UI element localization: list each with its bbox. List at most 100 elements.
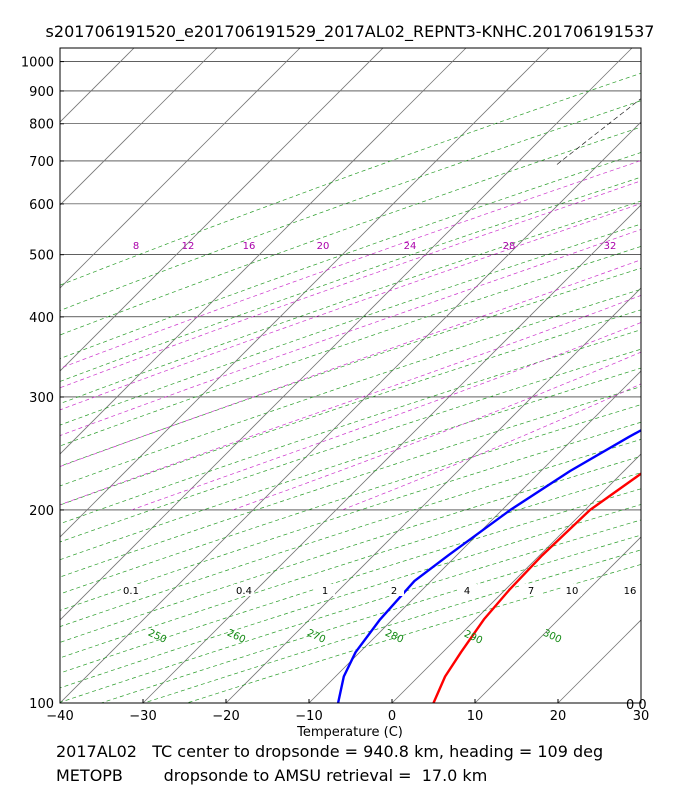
- mixing-ratio-top-label: 8: [133, 241, 139, 252]
- dry-adiabat-line: [60, 488, 641, 674]
- dry-adiabat-line: [60, 329, 641, 525]
- isotherm-line: [640, 702, 641, 703]
- dry-adiabat-line: [60, 100, 641, 311]
- moist-adiabat-line: [60, 295, 641, 506]
- y-tick-label: 700: [29, 155, 54, 170]
- mixing-ratio-label-bg: [384, 584, 404, 596]
- dry-adiabat-line: [60, 176, 641, 382]
- mixing-ratio-bottom-label: 0.1: [123, 586, 139, 597]
- isotherm-line: [60, 48, 384, 372]
- x-tick-label: 20: [550, 709, 567, 724]
- mixing-ratio-label-bg: [234, 584, 254, 596]
- dry-adiabat-line: [60, 288, 641, 487]
- mixing-ratio-bottom-label: 10: [566, 586, 579, 597]
- plot-area: [0, 48, 700, 703]
- y-tick-label: 400: [29, 311, 54, 326]
- dry-adiabat-line: [60, 504, 641, 689]
- dry-adiabat-line: [60, 348, 641, 543]
- isotherm-line: [60, 121, 641, 703]
- mixing-ratio-label-bg: [315, 584, 335, 596]
- y-tick-label: 200: [29, 504, 54, 519]
- isotherm-line: [308, 370, 641, 703]
- mixing-ratio-bottom-label: 0.4: [236, 586, 252, 597]
- mixing-ratio-top-label: 12: [182, 241, 195, 252]
- dry-adiabat-line: [60, 472, 641, 659]
- isotherm-line: [60, 48, 135, 123]
- dry-adiabat-line: [100, 534, 641, 703]
- dry-adiabat-line: [60, 223, 641, 426]
- x-tick-label: −10: [295, 709, 322, 724]
- y-tick-label: 600: [29, 198, 54, 213]
- isotherm-line: [391, 453, 641, 703]
- mixing-ratio-label-bg: [521, 584, 541, 596]
- dry-adiabat-line: [60, 309, 641, 506]
- y-tick-label: 1000: [21, 56, 54, 71]
- y-tick-label: 500: [29, 249, 54, 264]
- mixing-ratio-top-label: 28: [503, 241, 516, 252]
- mixing-ratio-line: [669, 48, 700, 165]
- dry-adiabat-label: 300: [541, 628, 563, 646]
- dry-adiabat-label: 270: [305, 628, 327, 646]
- dry-adiabat-line: [60, 152, 641, 359]
- isotherm-line: [60, 48, 633, 621]
- isotherm-line: [60, 48, 550, 538]
- moist-adiabat-line: [60, 180, 641, 389]
- chart-title: s201706191520_e201706191529_2017AL02_REP…: [46, 22, 655, 42]
- x-tick-label: −40: [46, 709, 73, 724]
- x-tick-label: 0: [388, 709, 396, 724]
- mixing-ratio-bottom-label: 16: [624, 586, 637, 597]
- moist-adiabat-line: [342, 383, 641, 511]
- isotherm-line: [60, 48, 301, 289]
- y-tick-label: 900: [29, 85, 54, 100]
- dry-adiabat-line: [60, 421, 641, 611]
- moist-adiabat-line: [131, 322, 641, 511]
- mixing-ratio-bottom-label: 7: [528, 586, 534, 597]
- moist-adiabat-line: [60, 203, 641, 411]
- mixing-ratio-top-label: 16: [243, 241, 256, 252]
- isotherm-line: [225, 287, 641, 703]
- footer-distance-line: 2017AL02 TC center to dropsonde = 940.8 …: [56, 742, 604, 761]
- dry-adiabat-line: [186, 564, 641, 703]
- dry-adiabat-line: [60, 367, 641, 561]
- y-tick-label: 800: [29, 118, 54, 133]
- dry-adiabat-line: [60, 267, 641, 467]
- isotherm-line: [557, 619, 641, 703]
- mixing-ratio-bottom-label: 4: [464, 586, 470, 597]
- mixing-ratio-label-bg: [121, 584, 141, 596]
- x-tick-label: 10: [467, 709, 484, 724]
- isotherm-line: [0, 48, 51, 703]
- moist-adiabat-line: [60, 229, 641, 436]
- dry-adiabat-label: 280: [383, 628, 405, 646]
- x-axis-label: Temperature (C): [296, 725, 403, 740]
- dry-adiabat-line: [60, 126, 641, 336]
- dry-adiabat-line: [60, 439, 641, 627]
- dry-adiabat-line: [60, 519, 641, 703]
- sounding-series-1: [432, 472, 641, 703]
- isotherm-line: [474, 536, 641, 703]
- moist-adiabat-line: [60, 160, 641, 369]
- dry-adiabat-line: [60, 246, 641, 447]
- sounding-series-2: [336, 428, 641, 703]
- mixing-ratio-top-label: 20: [317, 241, 330, 252]
- dry-adiabat-line: [60, 455, 641, 643]
- x-tick-label: −30: [129, 709, 156, 724]
- moist-adiabat-line: [232, 351, 641, 511]
- dry-adiabat-label: 250: [146, 628, 168, 646]
- plot-frame: [59, 47, 642, 704]
- dry-adiabat-line: [60, 404, 641, 595]
- x-tick-label: 30: [633, 709, 650, 724]
- mixing-ratio-label-bg: [457, 584, 477, 596]
- mixing-ratio-bottom-label: 1: [322, 586, 328, 597]
- mixing-ratio-label-bg: [562, 584, 582, 596]
- mixing-ratio-bottom-label: 2: [391, 586, 397, 597]
- x-tick-label: −20: [212, 709, 239, 724]
- mixing-ratio-label-bg: [620, 584, 640, 596]
- isotherm-line: [60, 48, 467, 455]
- corner-note: 0 0: [626, 698, 647, 713]
- dry-adiabat-line: [60, 200, 641, 404]
- mixing-ratio-top-label: 32: [604, 241, 617, 252]
- dry-adiabat-label: 260: [225, 628, 247, 646]
- y-tick-label: 300: [29, 391, 54, 406]
- dry-adiabat-line: [60, 386, 641, 578]
